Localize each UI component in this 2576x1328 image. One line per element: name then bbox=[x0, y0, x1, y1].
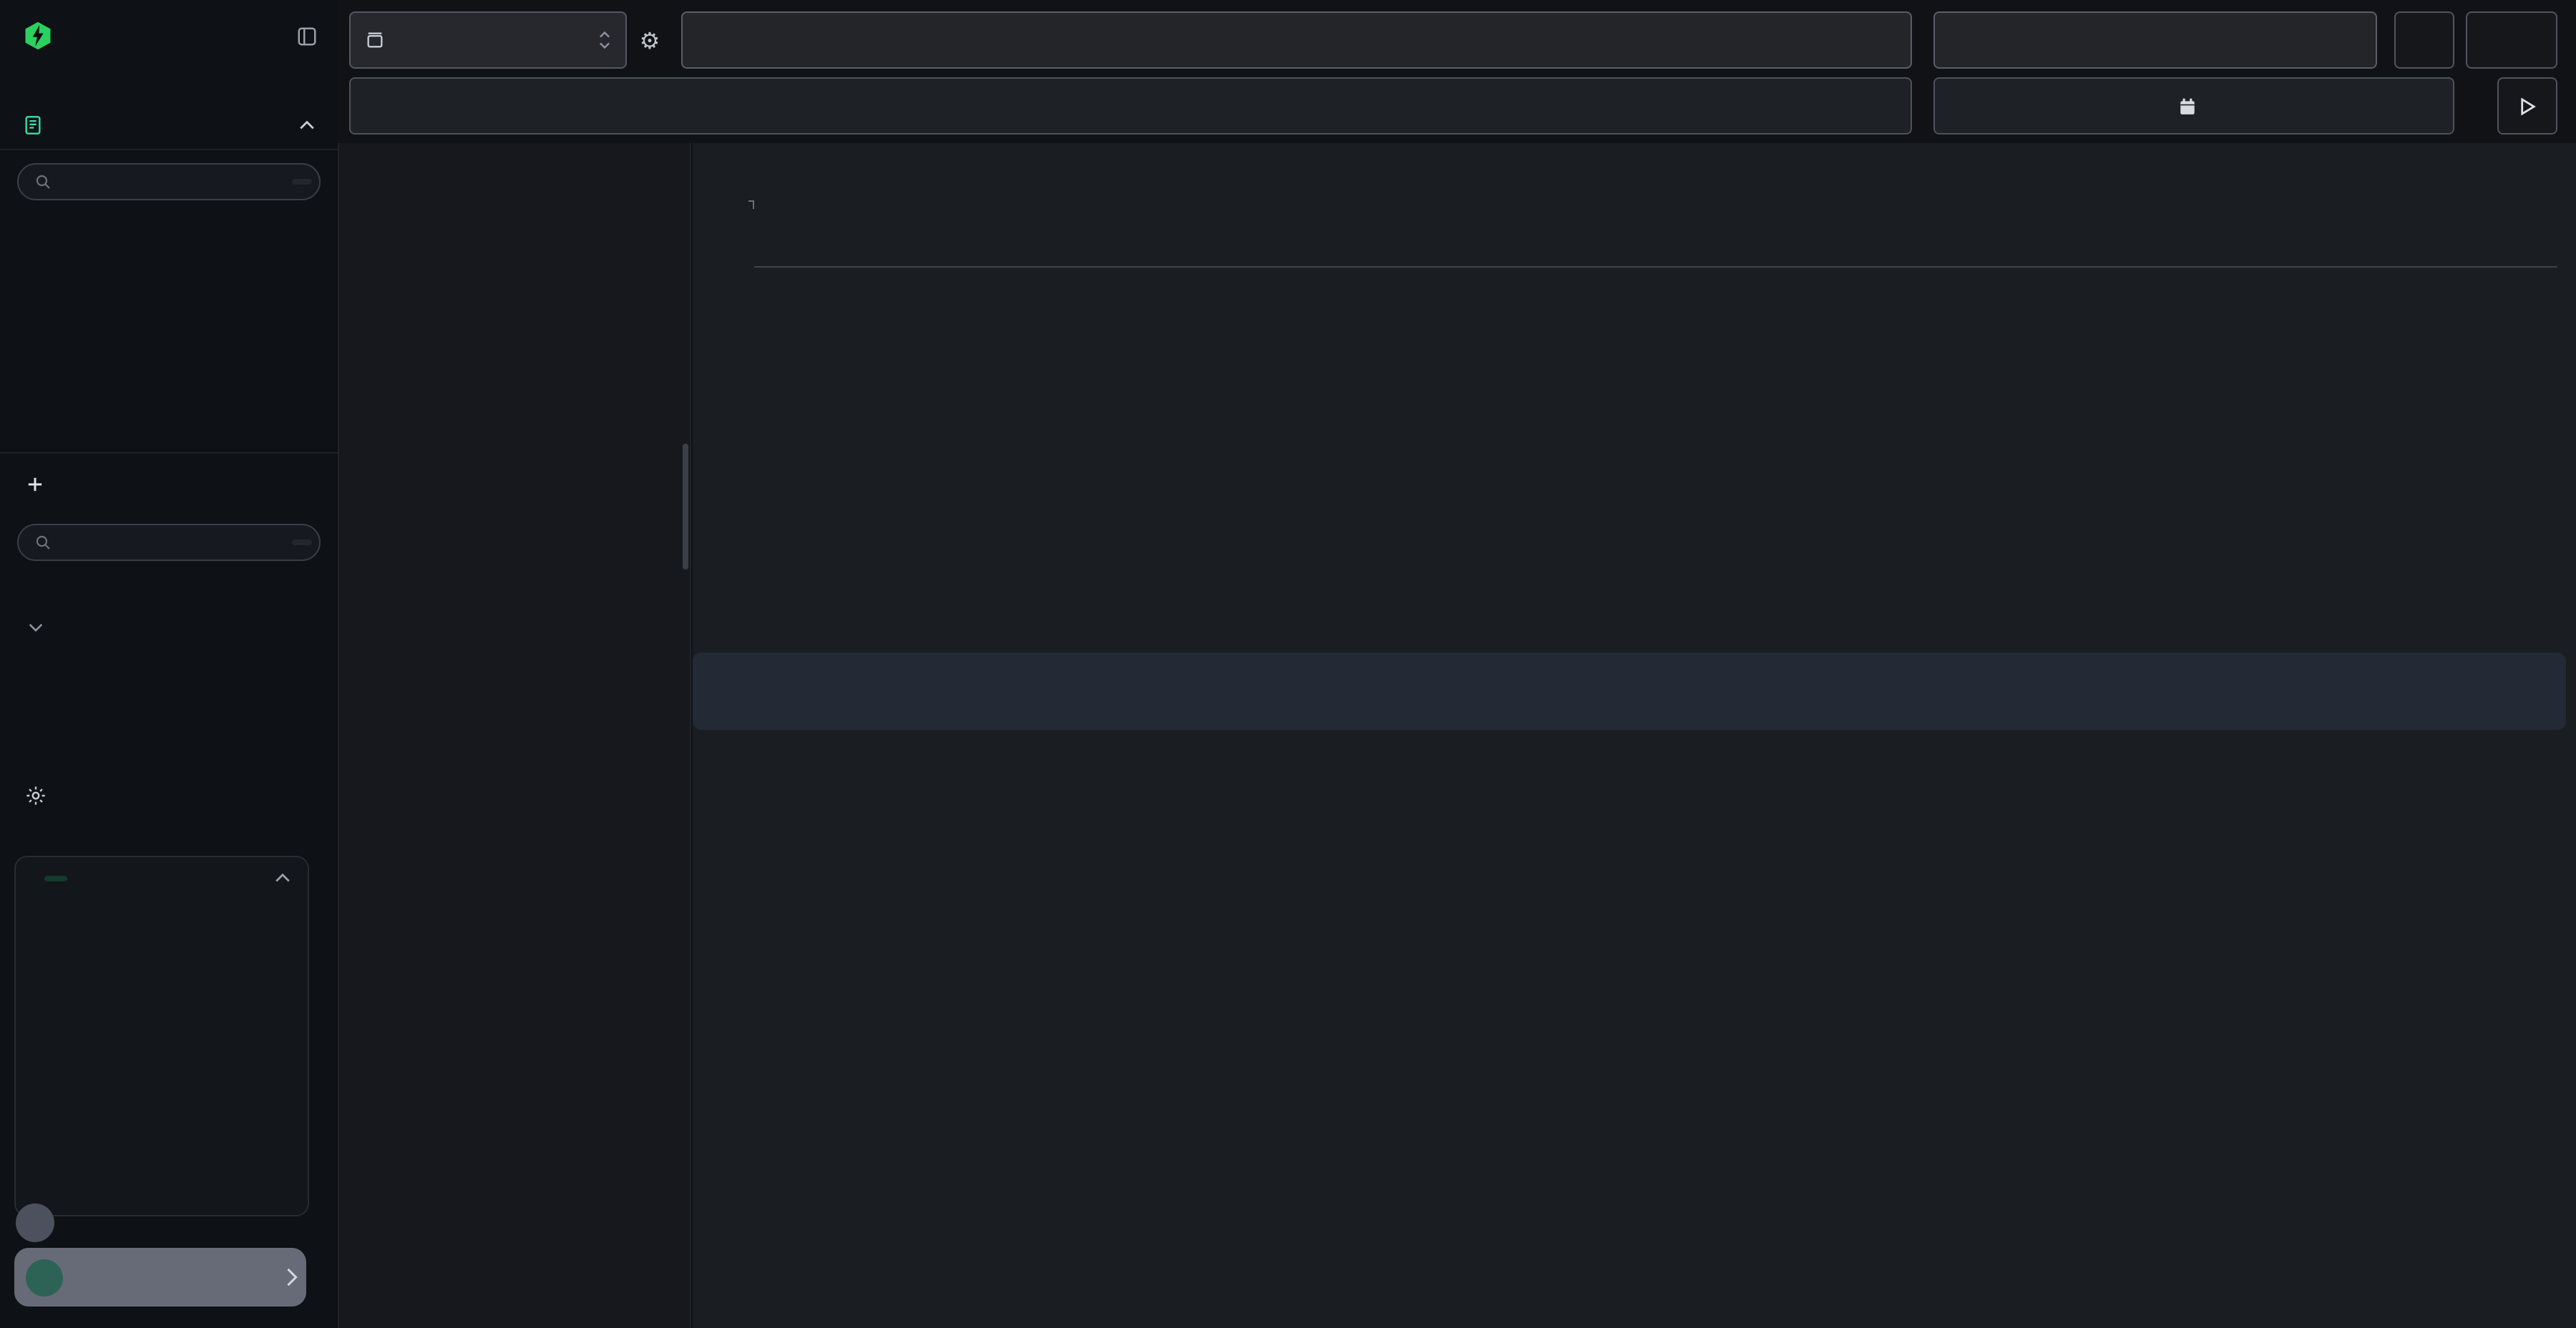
sidebar-item-team-settings[interactable] bbox=[23, 784, 315, 807]
user-menu[interactable] bbox=[14, 1248, 306, 1307]
screen: ⚙ bbox=[0, 0, 2576, 1328]
filters-scrollbar[interactable] bbox=[683, 444, 688, 570]
hyperdx-app: ⚙ bbox=[0, 0, 2576, 1328]
chevron-right-icon bbox=[286, 1268, 298, 1286]
help-button[interactable] bbox=[16, 1204, 54, 1242]
histogram-x-axis bbox=[754, 269, 2557, 295]
gear-icon bbox=[23, 784, 47, 807]
command-k-shortcut bbox=[292, 179, 312, 185]
saved-dashboards-input[interactable] bbox=[17, 524, 321, 561]
run-query-button[interactable] bbox=[2497, 77, 2557, 135]
play-icon bbox=[2519, 97, 2535, 115]
histogram-plot[interactable] bbox=[754, 200, 2557, 268]
divider bbox=[0, 452, 338, 454]
date-range-picker[interactable] bbox=[1933, 77, 2454, 135]
source-select[interactable] bbox=[349, 11, 627, 69]
sidebar-item-search[interactable] bbox=[23, 114, 315, 136]
divider bbox=[0, 149, 338, 150]
gear-icon: ⚙ bbox=[640, 27, 660, 56]
save-button[interactable] bbox=[2394, 11, 2454, 69]
search-doc-icon bbox=[23, 114, 43, 136]
chevron-up-icon[interactable] bbox=[299, 120, 315, 130]
plus-icon bbox=[27, 477, 43, 492]
chevron-down-icon bbox=[29, 622, 43, 633]
saved-searches-input[interactable] bbox=[17, 163, 321, 200]
search-icon bbox=[34, 173, 52, 190]
get-started-header[interactable] bbox=[33, 873, 291, 883]
get-started-badge bbox=[44, 875, 67, 881]
results-histogram bbox=[693, 200, 2557, 268]
logo-row bbox=[23, 20, 318, 52]
lucene-search-input[interactable] bbox=[349, 77, 1912, 135]
main-content bbox=[693, 143, 2576, 1328]
search-icon bbox=[34, 534, 52, 551]
filters-panel bbox=[339, 143, 691, 1328]
presets-toggle[interactable] bbox=[29, 622, 54, 633]
calendar-icon bbox=[2178, 97, 2197, 115]
command-k-shortcut bbox=[292, 540, 312, 545]
database-icon bbox=[365, 30, 385, 50]
create-dashboard-button[interactable] bbox=[27, 477, 56, 492]
sidebar bbox=[0, 0, 339, 1328]
chevron-up-icon[interactable] bbox=[275, 873, 291, 883]
avatar bbox=[26, 1259, 63, 1296]
get-started-card bbox=[14, 856, 309, 1216]
topbar: ⚙ bbox=[338, 0, 2576, 143]
hyperdx-logo-icon bbox=[23, 20, 53, 52]
order-by-input[interactable] bbox=[1933, 11, 2377, 69]
panel-collapse-icon[interactable] bbox=[296, 25, 318, 47]
source-settings-button[interactable]: ⚙ bbox=[633, 26, 667, 57]
end-of-results-banner bbox=[693, 653, 2566, 730]
select-updown-icon bbox=[598, 30, 611, 50]
select-query-input[interactable] bbox=[681, 11, 1912, 69]
alerts-button[interactable] bbox=[2466, 11, 2557, 69]
